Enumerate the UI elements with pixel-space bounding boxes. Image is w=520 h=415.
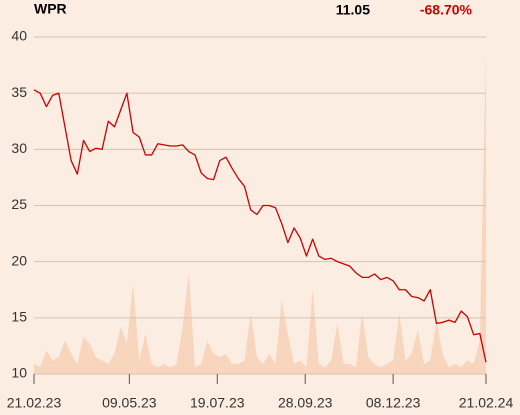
x-tick-label: 09.05.23 [102, 395, 157, 411]
y-tick-label: 40 [11, 28, 27, 44]
x-tick-label: 19.07.23 [190, 395, 245, 411]
y-tick-label: 25 [11, 196, 27, 212]
y-tick-label: 15 [11, 309, 27, 325]
y-tick-label: 10 [11, 365, 27, 381]
price: 11.05 [336, 2, 370, 18]
symbol: WPR [34, 1, 67, 17]
y-tick-label: 20 [11, 252, 27, 268]
change: -68.70% [420, 2, 473, 18]
x-tick-label: 28.09.23 [278, 395, 333, 411]
x-tick-label: 21.02.24 [459, 395, 514, 411]
price-line [33, 89, 487, 363]
x-tick-label: 08.12.23 [366, 395, 421, 411]
y-tick-label: 30 [11, 140, 27, 156]
y-tick-label: 35 [11, 84, 27, 100]
x-tick-label: 21.02.23 [7, 395, 62, 411]
